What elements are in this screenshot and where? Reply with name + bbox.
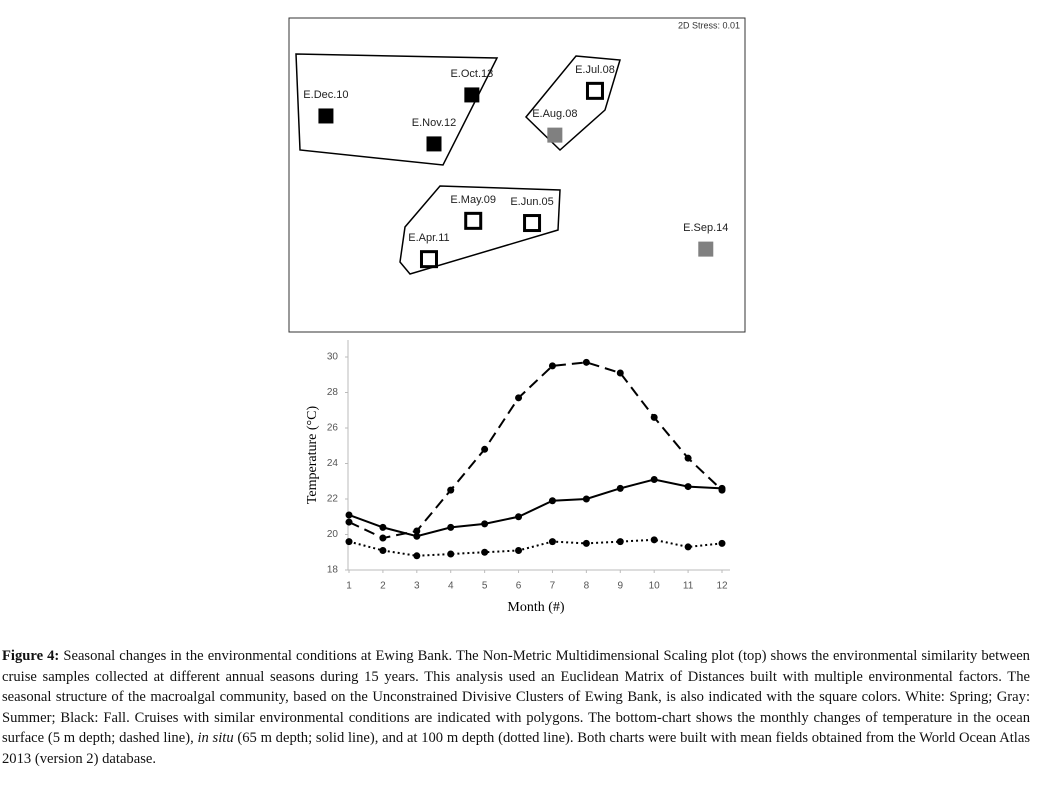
marker [650, 536, 658, 544]
x-tick-label: 12 [716, 581, 728, 592]
point [523, 214, 542, 233]
x-tick-label: 8 [584, 581, 590, 592]
y-axis-title: Temperature (°C) [305, 406, 320, 505]
caption: Figure 4: Seasonal changes in the enviro… [2, 646, 1030, 770]
point-label: E.May.09 [450, 194, 496, 206]
x-tick-label: 1 [346, 581, 352, 592]
x-axis-title: Month (#) [507, 600, 565, 615]
series-line [348, 538, 723, 557]
caption-text: (65 m depth; solid line), and at 100 m d… [2, 730, 1031, 767]
marker [582, 539, 590, 547]
marker [650, 475, 658, 483]
x-tick-label: 2 [380, 581, 386, 592]
marker [616, 484, 624, 492]
fall-polygon [295, 53, 499, 166]
marker [481, 445, 489, 453]
marker [515, 513, 523, 521]
stress-label: 2D Stress: 0.01 [678, 20, 740, 30]
marker [548, 362, 556, 370]
y-tick-label: 18 [327, 565, 339, 576]
marker [684, 483, 692, 491]
caption-label: Figure 4: [2, 648, 60, 664]
marker [718, 484, 726, 492]
marker [718, 539, 726, 547]
marker [582, 495, 590, 503]
caption-italic: in situ [197, 730, 234, 747]
y-tick-label: 20 [327, 529, 339, 540]
marker [413, 552, 421, 560]
x-tick-label: 9 [617, 581, 623, 592]
series-line [348, 361, 723, 540]
marker [481, 548, 489, 556]
point [547, 127, 563, 143]
point-label: E.Dec.10 [303, 89, 348, 101]
point [585, 81, 604, 100]
point-label: E.Jun.05 [510, 196, 553, 208]
marker [413, 532, 421, 540]
figure: 2D Stress: 0.01 Temperature (°C) Month (… [288, 17, 746, 615]
marker [447, 486, 455, 494]
marker [582, 358, 590, 366]
x-tick-label: 10 [649, 581, 661, 592]
y-tick-label: 26 [327, 423, 339, 434]
y-tick-label: 28 [327, 387, 339, 398]
point [464, 211, 483, 230]
marker [481, 520, 489, 528]
marker [379, 534, 387, 542]
series-line [348, 478, 723, 538]
y-tick-label: 22 [327, 494, 339, 505]
x-tick-label: 6 [516, 581, 522, 592]
marker [447, 523, 455, 531]
marker [548, 497, 556, 505]
y-tick-label: 30 [327, 352, 339, 363]
x-tick-label: 7 [550, 581, 556, 592]
x-tick-label: 5 [482, 581, 488, 592]
marker [616, 538, 624, 546]
spring-polygon [399, 185, 561, 275]
marker [515, 394, 523, 402]
x-tick-label: 3 [414, 581, 420, 592]
point [426, 136, 442, 152]
point [464, 87, 480, 103]
point [698, 241, 714, 257]
marker [413, 527, 421, 535]
point [318, 108, 334, 124]
y-tick-label: 24 [327, 458, 339, 469]
point-label: E.Aug.08 [532, 108, 577, 120]
x-tick-label: 4 [448, 581, 454, 592]
marker [616, 369, 624, 377]
marker [379, 523, 387, 531]
x-tick-label: 11 [683, 581, 694, 592]
marker [515, 546, 523, 554]
caption-text: Seasonal changes in the environmental co… [2, 648, 1030, 747]
nmds-frame [288, 17, 746, 333]
point [419, 250, 438, 269]
point-label: E.Oct.13 [450, 68, 493, 80]
marker [345, 511, 353, 519]
marker [684, 543, 692, 551]
marker [345, 518, 353, 526]
marker [345, 538, 353, 546]
marker [447, 550, 455, 558]
summer-polygon [524, 55, 621, 152]
marker [379, 546, 387, 554]
point-label: E.Nov.12 [412, 117, 456, 129]
point-label: E.Sep.14 [683, 222, 728, 234]
point-label: E.Jul.08 [575, 64, 615, 76]
marker [684, 454, 692, 462]
point-label: E.Apr.11 [408, 232, 449, 244]
marker [548, 538, 556, 546]
marker [650, 413, 658, 421]
